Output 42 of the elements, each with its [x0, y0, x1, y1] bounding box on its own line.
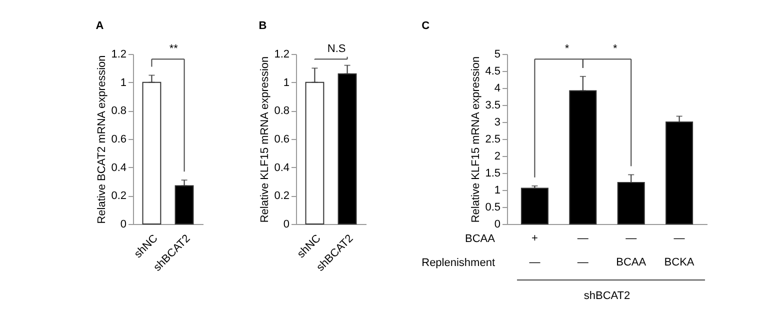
chart-title: A [96, 20, 104, 32]
y-tick-label: 1.2 [274, 48, 290, 60]
y-tick-label: 0.2 [274, 190, 290, 202]
y-tick-label: 4 [494, 82, 500, 94]
y-axis-title: Relative BCAT2 mRNA expression [96, 55, 108, 224]
text: shBCAT2 [584, 290, 630, 302]
y-tick-label: 3 [494, 116, 500, 128]
y-tick-label: 5 [494, 48, 500, 60]
y-tick-label: 0 [494, 218, 500, 230]
y-tick-label: 1.5 [485, 168, 500, 180]
y-tick-label: 2.5 [485, 134, 500, 146]
annotation: * [564, 43, 570, 56]
y-tick-label: 0.4 [274, 162, 290, 174]
x-tick-label: — BCAA [616, 232, 647, 268]
y-tick-label: 0.6 [111, 134, 126, 146]
y-tick-label: 4.5 [485, 66, 500, 78]
y-tick-label: 3.5 [485, 100, 500, 112]
annotation: ** [169, 43, 179, 56]
y-tick-label: 1 [120, 76, 126, 89]
y-tick-label: 0.8 [111, 105, 126, 118]
y-tick-label: 0.5 [485, 202, 500, 214]
y-tick-label: 0.2 [111, 190, 126, 202]
annotation: * [613, 43, 618, 56]
y-tick-label: 2 [494, 150, 500, 162]
chart-title: B [258, 20, 267, 32]
x-tick-label: — — [577, 232, 588, 268]
y-tick-label: 1 [283, 76, 290, 89]
y-tick-label: 1.2 [111, 48, 126, 60]
text: BCAA [465, 233, 496, 245]
y-axis-title: Relative KLF15 mRNA expression [470, 56, 482, 223]
y-axis-title: Relative KLF15 mRNA expression [259, 56, 272, 223]
x-tick-label: — BCKA [664, 232, 695, 268]
chart-title: C [422, 20, 430, 32]
y-tick-label: 0.6 [274, 134, 290, 146]
y-tick-label: 0 [120, 218, 126, 230]
annotation: N.S [327, 43, 346, 56]
y-tick-label: 0 [283, 218, 290, 230]
text: Replenishment [422, 257, 495, 269]
y-tick-label: 1 [494, 184, 500, 196]
y-tick-label: 0.4 [111, 162, 126, 174]
x-tick-label: + — [529, 232, 540, 268]
y-tick-label: 0.8 [274, 105, 290, 118]
